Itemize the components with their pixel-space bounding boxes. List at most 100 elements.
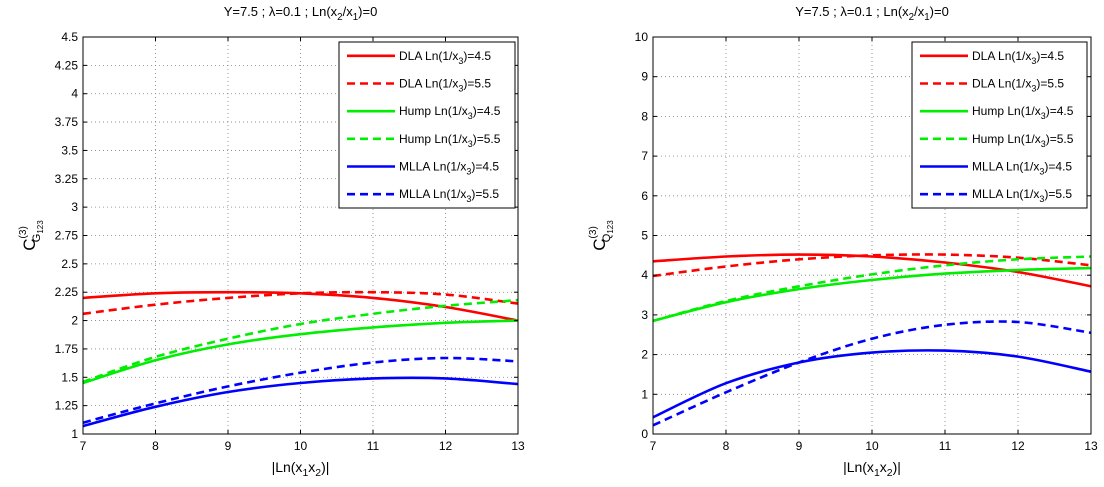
y-tick-label: 4: [641, 268, 648, 282]
legend-label-part: Hump Ln(1/x: [972, 132, 1041, 146]
y-axis-label-group: C(3) G123: [18, 220, 45, 251]
y-axis-label: C(3) G123: [18, 220, 45, 251]
y-axis-label-part: 123: [36, 220, 45, 234]
legend-label-part: 3: [458, 56, 463, 66]
x-tick-label: 10: [865, 439, 879, 453]
legend-box: [911, 41, 1088, 209]
y-tick-label: 1: [641, 387, 648, 401]
x-tick-label: 10: [294, 439, 308, 453]
legend-label: MLLA Ln(1/x3)=4.5: [972, 160, 1072, 177]
chart-title-part: /x: [343, 4, 354, 19]
legend-label-part: MLLA Ln(1/x: [972, 187, 1039, 201]
series-line-1: [652, 253, 1092, 288]
chart-title-part: )=0: [930, 4, 949, 19]
y-tick-label: 1.5: [61, 370, 78, 384]
y-tick-label: 10: [635, 30, 649, 44]
legend-label: MLLA Ln(1/x3)=4.5: [399, 160, 499, 177]
legend-label: MLLA Ln(1/x3)=5.5: [972, 187, 1072, 204]
chart-title-part: λ: [840, 4, 847, 19]
y-tick-label: 7: [641, 149, 648, 163]
x-tick-label: 13: [511, 439, 525, 453]
legend-label-part: 3: [1039, 194, 1044, 204]
chart-title-part: 1: [924, 12, 929, 23]
series-line-5: [652, 349, 1092, 419]
legend-label-part: 3: [1041, 111, 1046, 121]
legend-label-part: 3: [466, 194, 471, 204]
chart-title-part: Y=7.5 ;: [795, 4, 840, 19]
y-tick-label: 5: [641, 229, 648, 243]
chart-title: Y=7.5 ; λ=0.1 ; Ln(x2/x1)=0: [795, 4, 949, 23]
y-tick-label: 4.5: [61, 30, 78, 44]
x-tick-label: 8: [152, 439, 159, 453]
legend-label-part: 3: [468, 139, 473, 149]
series-line-3: [82, 319, 519, 385]
legend-label-part: Hump Ln(1/x: [399, 104, 468, 118]
y-axis-label-part: (3): [18, 226, 29, 238]
chart-title-part: Y=7.5 ;: [224, 4, 269, 19]
y-tick-label: 1.25: [55, 399, 79, 413]
x-tick-label: 13: [1084, 439, 1098, 453]
legend-label-part: 3: [1031, 56, 1036, 66]
x-axis-label-part: 2: [887, 467, 893, 479]
legend-label-part: 3: [1041, 139, 1046, 149]
chart-title-part: )=0: [358, 4, 377, 19]
series-line-5: [82, 376, 519, 428]
x-tick-label: 11: [939, 439, 952, 453]
legend-label-part: )=4.5: [473, 104, 501, 118]
series-line-2: [652, 253, 1092, 278]
x-axis-label-part: x: [308, 459, 315, 475]
legend-label-part: Hump Ln(1/x: [972, 104, 1041, 118]
x-axis-label-part: )|: [893, 459, 901, 475]
legend-label-part: DLA Ln(1/x: [972, 49, 1031, 63]
legend-label-part: )=4.5: [1046, 104, 1074, 118]
legend-label-part: MLLA Ln(1/x: [399, 160, 466, 174]
y-axis-label-part: (3): [588, 226, 599, 238]
y-axis-label-part: Q: [601, 233, 613, 242]
x-tick-label: 7: [80, 439, 87, 453]
legend-label-part: )=5.5: [1036, 77, 1064, 91]
x-axis-label-part: |Ln(x: [843, 459, 874, 475]
y-tick-label: 4: [71, 87, 78, 101]
legend-label: Hump Ln(1/x3)=5.5: [399, 132, 501, 149]
y-axis-label: C(3) Q123: [588, 220, 615, 251]
chart-title: Y=7.5 ; λ=0.1 ; Ln(x2/x1)=0: [224, 4, 378, 23]
series-line-6: [82, 356, 519, 424]
legend-label-part: )=5.5: [1046, 132, 1074, 146]
y-tick-label: 6: [641, 189, 648, 203]
legend-label: Hump Ln(1/x3)=4.5: [399, 104, 501, 121]
chart-1: 7 8 9 10 11 12 1311.251.51.7522.252.52.7533.25…: [18, 4, 525, 479]
x-tick-label: 11: [367, 439, 380, 453]
chart-title-part: =0.1 ; Ln(x: [275, 4, 337, 19]
x-tick-label: 8: [723, 439, 730, 453]
legend-label-part: 3: [1031, 84, 1036, 94]
y-tick-label: 9: [641, 70, 648, 84]
x-tick-label: 9: [225, 439, 232, 453]
series-line-4: [652, 255, 1092, 323]
legend-label-part: MLLA Ln(1/x: [399, 187, 466, 201]
legend-label: DLA Ln(1/x3)=4.5: [399, 49, 491, 66]
legend-label-part: DLA Ln(1/x: [972, 77, 1031, 91]
legend-label-part: DLA Ln(1/x: [399, 77, 458, 91]
x-axis-label: |Ln(x1x2)|: [272, 459, 330, 479]
x-axis-label: |Ln(x1x2)|: [843, 459, 901, 479]
y-tick-label: 3.25: [55, 172, 79, 186]
legend-label-part: )=5.5: [1044, 187, 1072, 201]
y-tick-label: 3: [71, 200, 78, 214]
y-tick-label: 2.5: [61, 257, 78, 271]
x-axis-label-part: 2: [315, 467, 321, 479]
legend-label: Hump Ln(1/x3)=4.5: [972, 104, 1074, 121]
x-tick-label: 12: [439, 439, 453, 453]
legend-label-part: )=4.5: [463, 49, 491, 63]
legend-label-part: )=5.5: [471, 187, 499, 201]
y-tick-label: 1: [71, 427, 78, 441]
legend-label-part: 3: [458, 84, 463, 94]
chart-title-part: 1: [353, 12, 358, 23]
y-tick-label: 2: [641, 348, 648, 362]
y-tick-label: 2: [71, 314, 78, 328]
x-tick-label: 12: [1011, 439, 1025, 453]
legend-label-part: 3: [468, 111, 473, 121]
series-line-3: [652, 266, 1092, 323]
